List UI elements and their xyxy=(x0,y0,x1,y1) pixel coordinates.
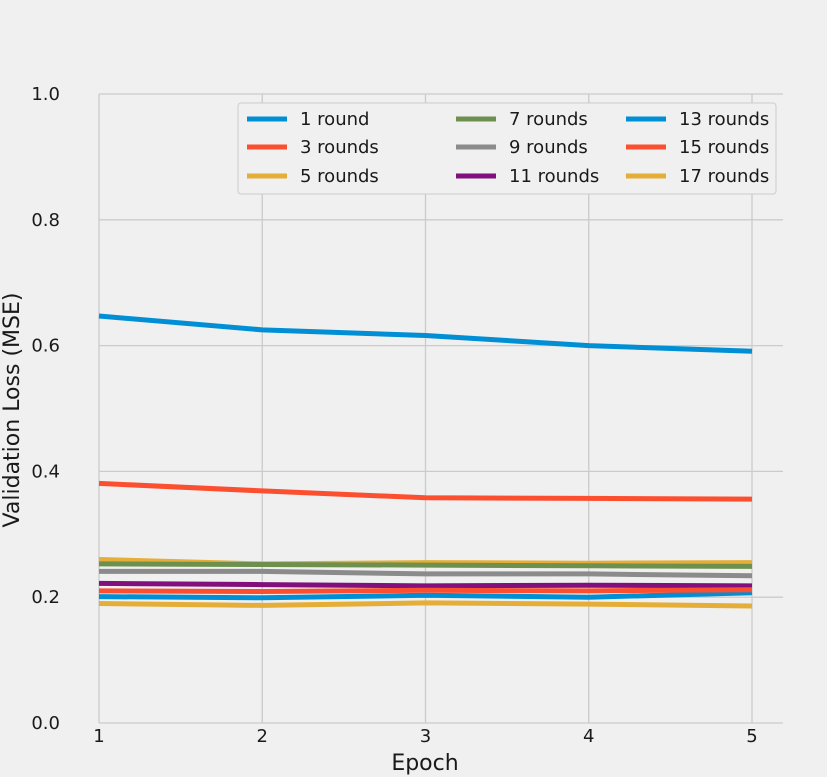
x-tick-label: 5 xyxy=(746,726,757,747)
legend-label: 15 rounds xyxy=(679,137,769,158)
series-line-13-rounds xyxy=(98,590,753,601)
y-tick-label: 0.2 xyxy=(31,587,60,608)
x-tick-label: 1 xyxy=(93,726,104,747)
legend-label: 1 round xyxy=(300,109,369,130)
series-line-11-rounds xyxy=(98,580,753,589)
series-lines xyxy=(98,313,753,609)
legend-label: 3 rounds xyxy=(300,137,379,158)
legend-label: 13 rounds xyxy=(679,109,769,130)
x-tick-label: 2 xyxy=(257,726,268,747)
y-tick-label: 1.0 xyxy=(31,84,60,105)
x-tick-label: 4 xyxy=(583,726,594,747)
legend-label: 9 rounds xyxy=(509,137,588,158)
series-line-3-rounds xyxy=(98,480,753,502)
legend-label: 7 rounds xyxy=(509,109,588,130)
series-line-1-round xyxy=(98,313,753,354)
series-line-9-rounds xyxy=(99,568,753,579)
y-tick-label: 0.6 xyxy=(31,336,60,357)
series-line-7-rounds xyxy=(98,561,753,569)
legend-box xyxy=(237,102,777,195)
legend-label: 11 rounds xyxy=(509,166,599,187)
y-tick-label: 0.8 xyxy=(31,210,60,231)
series-line-17-rounds xyxy=(98,600,753,609)
y-tick-label: 0.4 xyxy=(31,461,60,482)
legend: 1 round 3 rounds 5 rounds 7 rounds 9 rounds 1… xyxy=(237,102,777,195)
y-tick-label: 0.0 xyxy=(31,713,60,734)
y-axis-ticks: 0.0 0.2 0.4 0.6 0.8 1.0 xyxy=(31,84,60,734)
y-axis-label: Validation Loss (MSE) xyxy=(0,293,25,528)
legend-label: 5 rounds xyxy=(300,166,379,187)
x-tick-label: 3 xyxy=(420,726,431,747)
x-axis-label: Epoch xyxy=(391,751,458,776)
legend-label: 17 rounds xyxy=(679,166,769,187)
x-axis-ticks: 1 2 3 4 5 xyxy=(93,726,757,747)
series-line-15-rounds xyxy=(98,587,753,594)
